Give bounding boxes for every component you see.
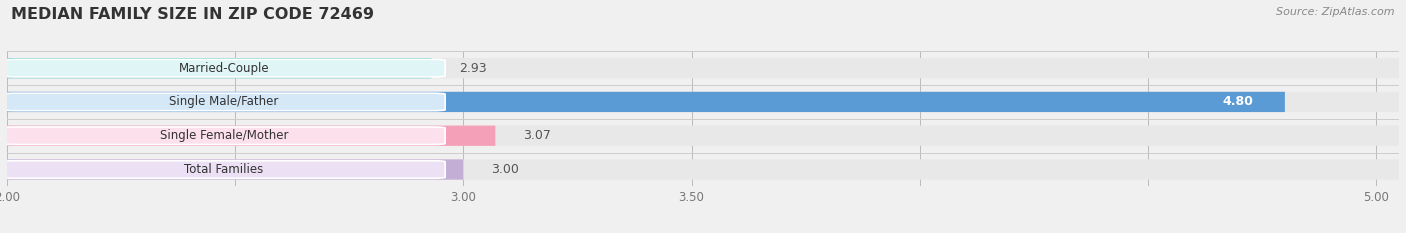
Text: 3.07: 3.07 xyxy=(523,129,551,142)
Text: MEDIAN FAMILY SIZE IN ZIP CODE 72469: MEDIAN FAMILY SIZE IN ZIP CODE 72469 xyxy=(11,7,374,22)
Text: Single Female/Mother: Single Female/Mother xyxy=(159,129,288,142)
Text: Source: ZipAtlas.com: Source: ZipAtlas.com xyxy=(1277,7,1395,17)
FancyBboxPatch shape xyxy=(7,159,1399,180)
FancyBboxPatch shape xyxy=(3,93,446,111)
FancyBboxPatch shape xyxy=(7,159,464,180)
FancyBboxPatch shape xyxy=(3,59,446,77)
Text: 3.00: 3.00 xyxy=(491,163,519,176)
Text: Single Male/Father: Single Male/Father xyxy=(169,96,278,108)
FancyBboxPatch shape xyxy=(7,126,495,146)
FancyBboxPatch shape xyxy=(7,92,1399,112)
FancyBboxPatch shape xyxy=(3,127,446,144)
Text: 2.93: 2.93 xyxy=(458,62,486,75)
FancyBboxPatch shape xyxy=(7,58,432,78)
Text: 4.80: 4.80 xyxy=(1222,96,1253,108)
FancyBboxPatch shape xyxy=(7,92,1285,112)
FancyBboxPatch shape xyxy=(7,126,1399,146)
Text: Married-Couple: Married-Couple xyxy=(179,62,269,75)
FancyBboxPatch shape xyxy=(3,161,446,178)
FancyBboxPatch shape xyxy=(7,58,1399,78)
Text: Total Families: Total Families xyxy=(184,163,263,176)
